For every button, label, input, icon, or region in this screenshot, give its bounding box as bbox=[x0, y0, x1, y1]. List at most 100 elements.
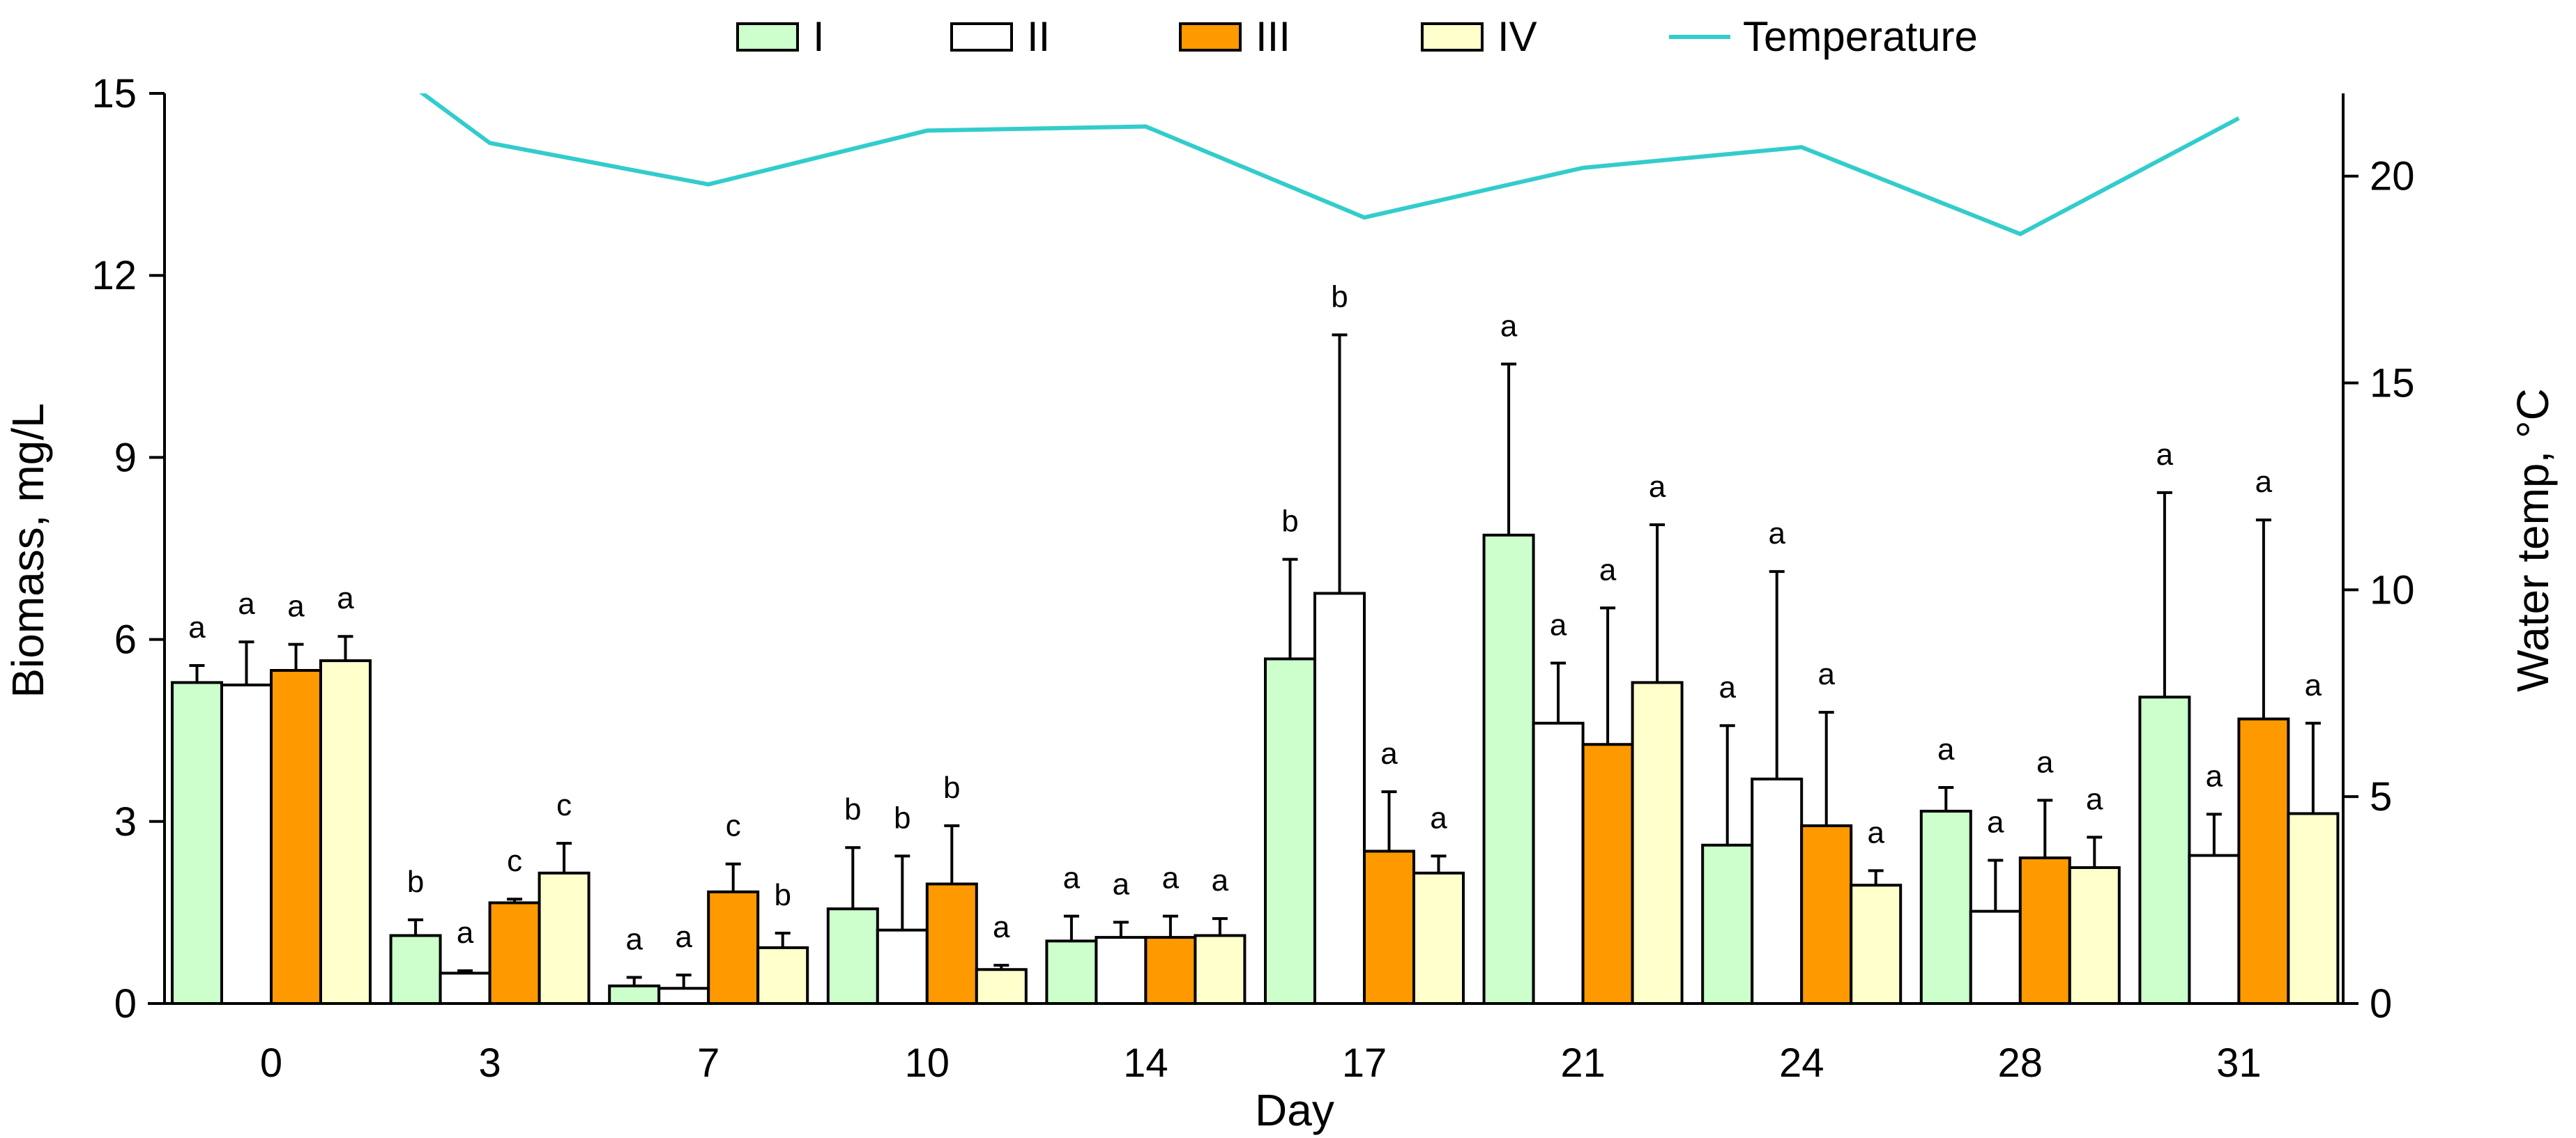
bar-IV-day-28 bbox=[2068, 866, 2121, 1006]
x-tick-label: 28 bbox=[1998, 1040, 2043, 1086]
significance-letter: a bbox=[238, 587, 255, 621]
significance-letter: b bbox=[1331, 280, 1348, 314]
y-tick-label: 15 bbox=[91, 71, 137, 116]
x-tick-label: 14 bbox=[1123, 1040, 1168, 1086]
bar-I-day-21 bbox=[1482, 533, 1535, 1005]
bar-IV-day-21 bbox=[1631, 681, 1684, 1006]
significance-letter: a bbox=[2036, 745, 2054, 779]
bar-III-day-31 bbox=[2237, 717, 2290, 1005]
significance-letter: a bbox=[1550, 608, 1567, 643]
bar-I-day-17 bbox=[1264, 657, 1316, 1005]
bar-I-day-3 bbox=[389, 934, 442, 1006]
legend-label: Temperature bbox=[1743, 13, 1978, 60]
significance-letter: a bbox=[1987, 806, 2004, 840]
significance-letter: b bbox=[774, 878, 791, 912]
significance-letter: a bbox=[2255, 465, 2273, 499]
significance-letter: b bbox=[1281, 505, 1298, 539]
bar-II-day-24 bbox=[1751, 777, 1804, 1006]
significance-letter: a bbox=[337, 581, 354, 615]
significance-letter: a bbox=[1937, 732, 1955, 767]
significance-letter: a bbox=[2206, 759, 2223, 793]
bar-II-day-0 bbox=[220, 683, 273, 1006]
x-tick-label: 3 bbox=[478, 1040, 501, 1086]
significance-letter: a bbox=[1430, 801, 1447, 835]
significance-letter: a bbox=[1380, 737, 1398, 771]
x-tick-label: 21 bbox=[1560, 1040, 1606, 1086]
bar-III-day-7 bbox=[707, 890, 760, 1006]
bar-II-day-28 bbox=[1969, 909, 2022, 1006]
significance-letter: a bbox=[1768, 516, 1785, 551]
legend: I II III IV Temperature bbox=[736, 13, 1978, 60]
significance-letter: a bbox=[1817, 657, 1835, 691]
bar-II-day-31 bbox=[2188, 854, 2241, 1006]
bar-IV-day-3 bbox=[538, 871, 590, 1005]
bar-IV-day-24 bbox=[1850, 884, 1903, 1005]
significance-letter: a bbox=[1718, 670, 1736, 705]
y2-tick-label: 20 bbox=[2370, 154, 2415, 199]
bar-III-day-28 bbox=[2018, 856, 2071, 1006]
significance-letter: a bbox=[1649, 470, 1666, 504]
x-tick-label: 31 bbox=[2216, 1040, 2262, 1086]
significance-letter: a bbox=[2305, 668, 2322, 702]
significance-letter: a bbox=[1063, 861, 1081, 895]
significance-letter: a bbox=[1500, 309, 1518, 343]
x-tick-label: 7 bbox=[697, 1040, 719, 1086]
x-tick-label: 17 bbox=[1342, 1040, 1387, 1086]
significance-letter: a bbox=[2086, 782, 2103, 816]
legend-label: II bbox=[1027, 13, 1050, 60]
bar-IV-day-17 bbox=[1412, 871, 1465, 1005]
significance-letter: b bbox=[407, 865, 424, 899]
significance-letter: a bbox=[2156, 438, 2174, 472]
legend-label: I bbox=[813, 13, 825, 60]
significance-letter: a bbox=[993, 910, 1010, 944]
bar-III-day-24 bbox=[1800, 824, 1853, 1005]
bar-IV-day-7 bbox=[756, 946, 809, 1006]
bar-II-day-3 bbox=[439, 971, 491, 1006]
significance-letter: a bbox=[1212, 863, 1229, 898]
significance-letter: a bbox=[1599, 553, 1617, 587]
bar-II-day-14 bbox=[1095, 936, 1148, 1005]
legend-label: IV bbox=[1497, 13, 1537, 60]
y-tick-label: 12 bbox=[91, 253, 137, 298]
significance-letter: a bbox=[188, 610, 206, 645]
x-tick-label: 24 bbox=[1779, 1040, 1824, 1086]
bar-II-day-21 bbox=[1532, 721, 1585, 1005]
bar-I-day-10 bbox=[826, 907, 879, 1006]
bar-I-day-24 bbox=[1701, 843, 1754, 1005]
y-tick-label: 6 bbox=[114, 617, 137, 663]
significance-letter: b bbox=[844, 792, 861, 826]
bar-IV-day-31 bbox=[2287, 812, 2340, 1005]
bar-III-day-3 bbox=[488, 901, 541, 1006]
axes-layer: 0 3 6 9 12 15 0 5 10 15 20 0 3 7 10 14 17 21 24 28 31 bbox=[91, 71, 2414, 1086]
bar-III-day-21 bbox=[1581, 743, 1634, 1005]
y2-tick-label: 0 bbox=[2370, 981, 2392, 1026]
legend-swatch-II bbox=[950, 22, 1013, 52]
y2-tick-label: 15 bbox=[2370, 361, 2415, 406]
significance-letter: b bbox=[894, 801, 910, 835]
bar-IV-day-14 bbox=[1194, 934, 1247, 1006]
significance-letter: c bbox=[507, 844, 522, 878]
bar-I-day-7 bbox=[608, 984, 661, 1005]
significance-letter: a bbox=[675, 920, 692, 954]
x-axis-title: Day bbox=[1255, 1085, 1334, 1135]
bar-III-day-14 bbox=[1144, 936, 1197, 1005]
x-tick-label: 0 bbox=[260, 1040, 282, 1086]
y-axis-title: Biomass, mg/L bbox=[3, 403, 53, 698]
bar-III-day-17 bbox=[1363, 849, 1415, 1005]
significance-letter: c bbox=[726, 809, 741, 843]
temperature-line-layer bbox=[419, 93, 2240, 237]
legend-label: III bbox=[1256, 13, 1290, 60]
legend-swatch-I bbox=[736, 22, 799, 52]
temperature-line bbox=[419, 93, 2240, 237]
bar-II-day-10 bbox=[876, 928, 929, 1005]
y-tick-label: 3 bbox=[114, 799, 137, 845]
bar-I-day-14 bbox=[1045, 939, 1098, 1005]
significance-letter: a bbox=[625, 923, 643, 957]
y-tick-label: 0 bbox=[114, 981, 137, 1026]
bar-IV-day-0 bbox=[319, 659, 372, 1005]
bar-III-day-0 bbox=[270, 669, 322, 1006]
legend-swatch-IV bbox=[1421, 22, 1484, 52]
bar-II-day-17 bbox=[1313, 592, 1366, 1005]
bar-I-day-31 bbox=[2138, 695, 2191, 1006]
